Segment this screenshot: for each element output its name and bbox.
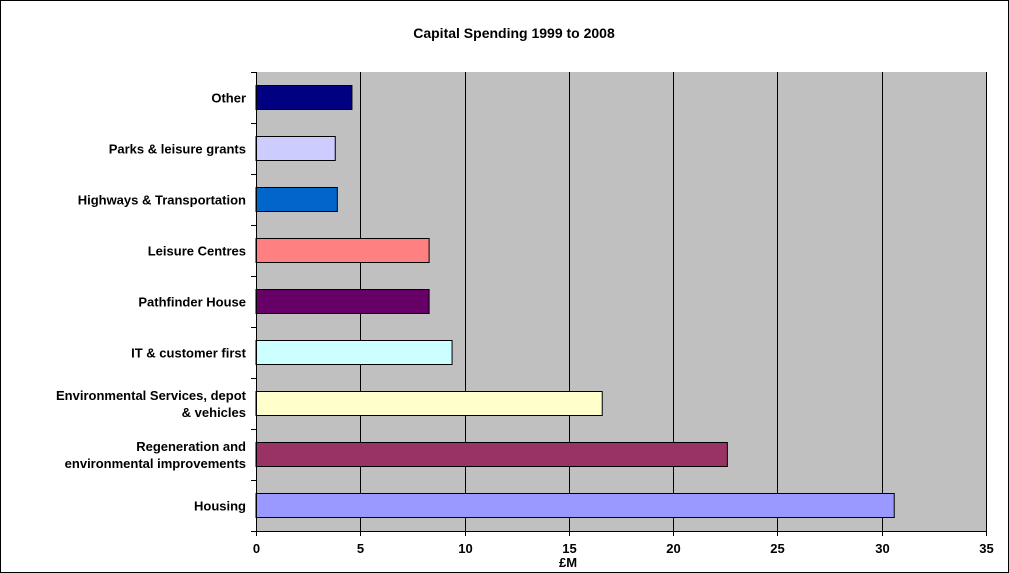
category-label: Highways & Transportation	[78, 193, 246, 208]
category-labels: Housing Regeneration and environmental imp…	[56, 91, 247, 514]
category-label: Environmental Services, depot & vehicles	[56, 388, 247, 420]
grid-lines	[360, 72, 987, 531]
axes	[251, 72, 987, 536]
x-tick-labels: 0 5 10 15 20 25 30 35	[253, 541, 994, 556]
bars-group	[255, 85, 895, 518]
bar	[255, 442, 728, 467]
x-tick-label: 15	[562, 541, 576, 556]
bar	[255, 238, 430, 263]
bar	[255, 187, 338, 212]
x-tick-label: 5	[357, 541, 364, 556]
bar	[255, 85, 353, 110]
x-tick-label: 10	[458, 541, 472, 556]
x-tick-label: 25	[770, 541, 784, 556]
chart-title: Capital Spending 1999 to 2008	[413, 25, 615, 41]
category-label: IT & customer first	[131, 346, 247, 361]
x-axis-title: £M	[559, 555, 577, 570]
x-tick-label: 0	[253, 541, 260, 556]
bar	[255, 391, 603, 416]
x-tick-label: 35	[979, 541, 993, 556]
x-tick-label: 30	[875, 541, 889, 556]
bar	[255, 136, 336, 161]
x-tick-label: 20	[666, 541, 680, 556]
category-label: Other	[211, 91, 246, 106]
bar	[255, 289, 430, 314]
category-label: Pathfinder House	[138, 295, 246, 310]
category-label: Leisure Centres	[148, 244, 246, 259]
bar	[255, 340, 453, 365]
bar	[255, 493, 895, 518]
category-label: Housing	[194, 499, 246, 514]
category-label: Parks & leisure grants	[109, 142, 246, 157]
category-label: Regeneration and environmental improvemen…	[65, 439, 246, 471]
